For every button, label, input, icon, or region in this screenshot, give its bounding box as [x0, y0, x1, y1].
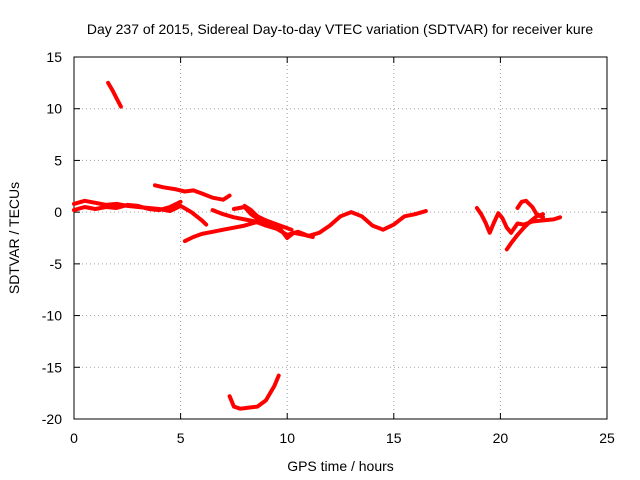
y-axis-label: SDTVAR / TECUs: [6, 182, 22, 294]
grid: [74, 57, 607, 419]
x-tick-label: 10: [279, 430, 295, 446]
y-tick-label: 15: [46, 49, 62, 65]
x-tick-label: 5: [177, 430, 185, 446]
y-tick-label: -15: [42, 359, 62, 375]
x-tick-label: 0: [70, 430, 78, 446]
series-arc-9: [227, 373, 281, 411]
series-arc-10: [474, 206, 563, 235]
data-series: [72, 80, 563, 411]
y-tick-label: 5: [54, 152, 62, 168]
y-tick-label: 0: [54, 204, 62, 220]
series-arc-6: [210, 208, 428, 238]
x-tick-label: 15: [386, 430, 402, 446]
y-tick-label: -10: [42, 308, 62, 324]
plot-frame: [73, 56, 608, 420]
chart-title: Day 237 of 2015, Sidereal Day-to-day VTE…: [87, 21, 593, 37]
y-tick-label: 10: [46, 101, 62, 117]
y-tick-label: -20: [42, 411, 62, 427]
series-arc-8: [242, 203, 294, 232]
series-arc-3: [72, 199, 183, 213]
series-arc-1: [106, 80, 123, 109]
series-arc-4: [153, 183, 232, 202]
series-arc-12: [515, 198, 545, 220]
x-tick-label: 25: [599, 430, 615, 446]
x-tick-label: 20: [493, 430, 509, 446]
x-axis-label: GPS time / hours: [287, 458, 394, 474]
series-arc-5: [182, 218, 266, 244]
axis-ticks: 0 5 10 15 20 25 -20 -15 -10 -5 0 5 10 15: [42, 49, 615, 446]
y-tick-label: -5: [50, 256, 63, 272]
series-arc-2: [72, 198, 209, 227]
series-arc-7: [231, 205, 315, 240]
